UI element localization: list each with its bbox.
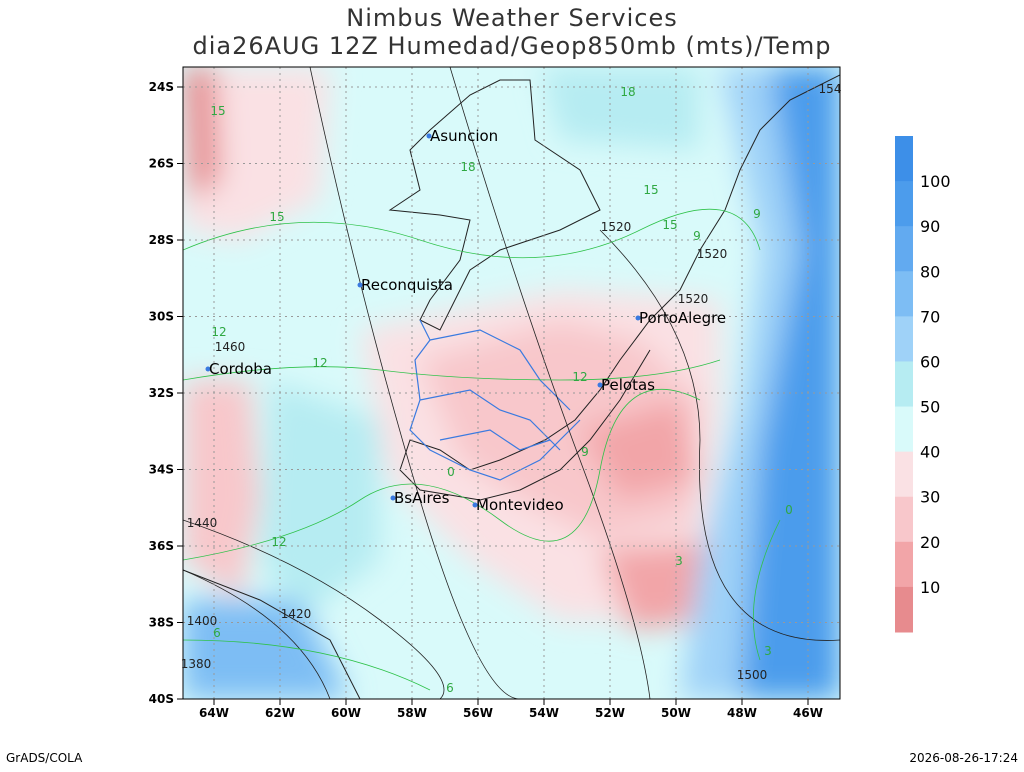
height-contour-label: 1520 xyxy=(601,220,632,234)
temp-contour-label: 15 xyxy=(643,183,658,197)
height-contour-label: 1520 xyxy=(678,292,709,306)
lat-tick-label: 40S xyxy=(149,692,174,706)
height-contour-label: 1460 xyxy=(215,340,246,354)
city-marker xyxy=(472,502,478,508)
height-contour-label: 1440 xyxy=(187,516,218,530)
colorbar-swatch xyxy=(895,496,913,543)
temp-contour-label: 15 xyxy=(269,210,284,224)
city-marker xyxy=(390,495,396,501)
colorbar-label: 100 xyxy=(920,172,951,191)
temp-contour-label: 0 xyxy=(785,503,793,517)
humidity-field xyxy=(183,67,840,699)
title: Nimbus Weather Services xyxy=(346,4,677,32)
city-marker xyxy=(635,315,641,321)
city-marker xyxy=(426,133,432,139)
colorbar-label: 10 xyxy=(920,578,940,597)
lat-tick-label: 24S xyxy=(149,80,174,94)
lat-tick-label: 30S xyxy=(149,310,174,324)
temp-contour-label: 9 xyxy=(753,207,761,221)
colorbar-label: 70 xyxy=(920,307,940,326)
lon-tick-label: 58W xyxy=(397,706,427,720)
lat-tick-label: 26S xyxy=(149,157,174,171)
colorbar-swatch xyxy=(895,181,913,227)
lon-tick-label: 62W xyxy=(265,706,295,720)
lon-tick-label: 64W xyxy=(199,706,229,720)
colorbar-swatch xyxy=(895,406,913,453)
colorbar-swatch xyxy=(895,271,913,317)
height-contour-label: 1420 xyxy=(281,607,312,621)
colorbar-swatch xyxy=(895,136,913,182)
footer-right: 2026-08-26-17:24 xyxy=(909,751,1018,765)
city-marker xyxy=(205,366,211,372)
temp-contour-label: 9 xyxy=(693,229,701,243)
temp-contour-label: 0 xyxy=(447,465,455,479)
lat-tick-label: 34S xyxy=(149,463,174,477)
lon-tick-label: 54W xyxy=(529,706,559,720)
city-label: Reconquista xyxy=(361,276,453,294)
lon-tick-label: 48W xyxy=(727,706,757,720)
city-label: Asuncion xyxy=(430,127,498,145)
temp-contour-label: 12 xyxy=(271,535,286,549)
colorbar-swatch xyxy=(895,586,913,633)
graticule xyxy=(183,67,840,699)
city-label: BsAires xyxy=(394,489,450,507)
map-frame xyxy=(182,66,841,700)
temp-contour-label: 12 xyxy=(211,325,226,339)
temp-contour-label: 12 xyxy=(572,370,587,384)
height-contour-label: 154 xyxy=(819,82,842,96)
temp-contour-label: 18 xyxy=(620,85,635,99)
temp-contour-label: 15 xyxy=(662,218,677,232)
temp-contours xyxy=(183,208,781,691)
city-label: Montevideo xyxy=(476,496,564,514)
lat-tick-label: 36S xyxy=(149,539,174,553)
colorbar-label: 50 xyxy=(920,398,940,417)
temp-contour-label: 15 xyxy=(210,104,225,118)
subtitle: dia26AUG 12Z Humedad/Geop850mb (mts)/Tem… xyxy=(192,32,831,60)
city-marker xyxy=(357,282,363,288)
temp-contour-label: 6 xyxy=(213,626,221,640)
coastline xyxy=(183,74,840,699)
colorbar-swatch xyxy=(895,451,913,498)
height-contour-label: 1500 xyxy=(737,668,768,682)
height-contour-label: 1380 xyxy=(181,657,212,671)
city-label: Cordoba xyxy=(209,360,272,378)
temp-contour-label: 18 xyxy=(460,160,475,174)
colorbar-label: 30 xyxy=(920,488,940,507)
colorbar-label: 90 xyxy=(920,217,940,236)
temp-contour-label: 6 xyxy=(446,681,454,695)
colorbar: 100 90 80 70 60 50 40 30 20 10 xyxy=(895,136,951,633)
colorbar-label: 40 xyxy=(920,443,940,462)
height-contour-label: 1520 xyxy=(697,247,728,261)
temp-contour-label: 9 xyxy=(581,445,589,459)
city-label: PortoAlegre xyxy=(639,309,726,327)
colorbar-label: 20 xyxy=(920,533,940,552)
lon-tick-label: 46W xyxy=(793,706,823,720)
colorbar-swatch xyxy=(895,541,913,588)
lon-tick-label: 52W xyxy=(595,706,625,720)
colorbar-swatch xyxy=(895,316,913,362)
colorbar-swatch xyxy=(895,226,913,272)
lon-tick-label: 60W xyxy=(331,706,361,720)
city-label: Pelotas xyxy=(601,376,655,394)
colorbar-swatch xyxy=(895,361,913,408)
lat-tick-label: 32S xyxy=(149,386,174,400)
lat-tick-label: 38S xyxy=(149,616,174,630)
height-contour-label: 1400 xyxy=(187,614,218,628)
temp-contour-label: 3 xyxy=(764,644,772,658)
colorbar-label: 80 xyxy=(920,262,940,281)
colorbar-label: 60 xyxy=(920,352,940,371)
footer-left: GrADS/COLA xyxy=(6,751,83,765)
lon-tick-label: 50W xyxy=(661,706,691,720)
height-contours xyxy=(183,67,840,699)
temp-contour-label: 3 xyxy=(675,554,683,568)
lon-tick-label: 56W xyxy=(463,706,493,720)
temp-contour-label: 12 xyxy=(312,356,327,370)
city-marker xyxy=(597,382,603,388)
labels: 24S 26S 28S 30S 32S 34S 36S 38S 40S 64W 62W 60W 58W 5… xyxy=(149,80,842,720)
lat-tick-label: 28S xyxy=(149,233,174,247)
